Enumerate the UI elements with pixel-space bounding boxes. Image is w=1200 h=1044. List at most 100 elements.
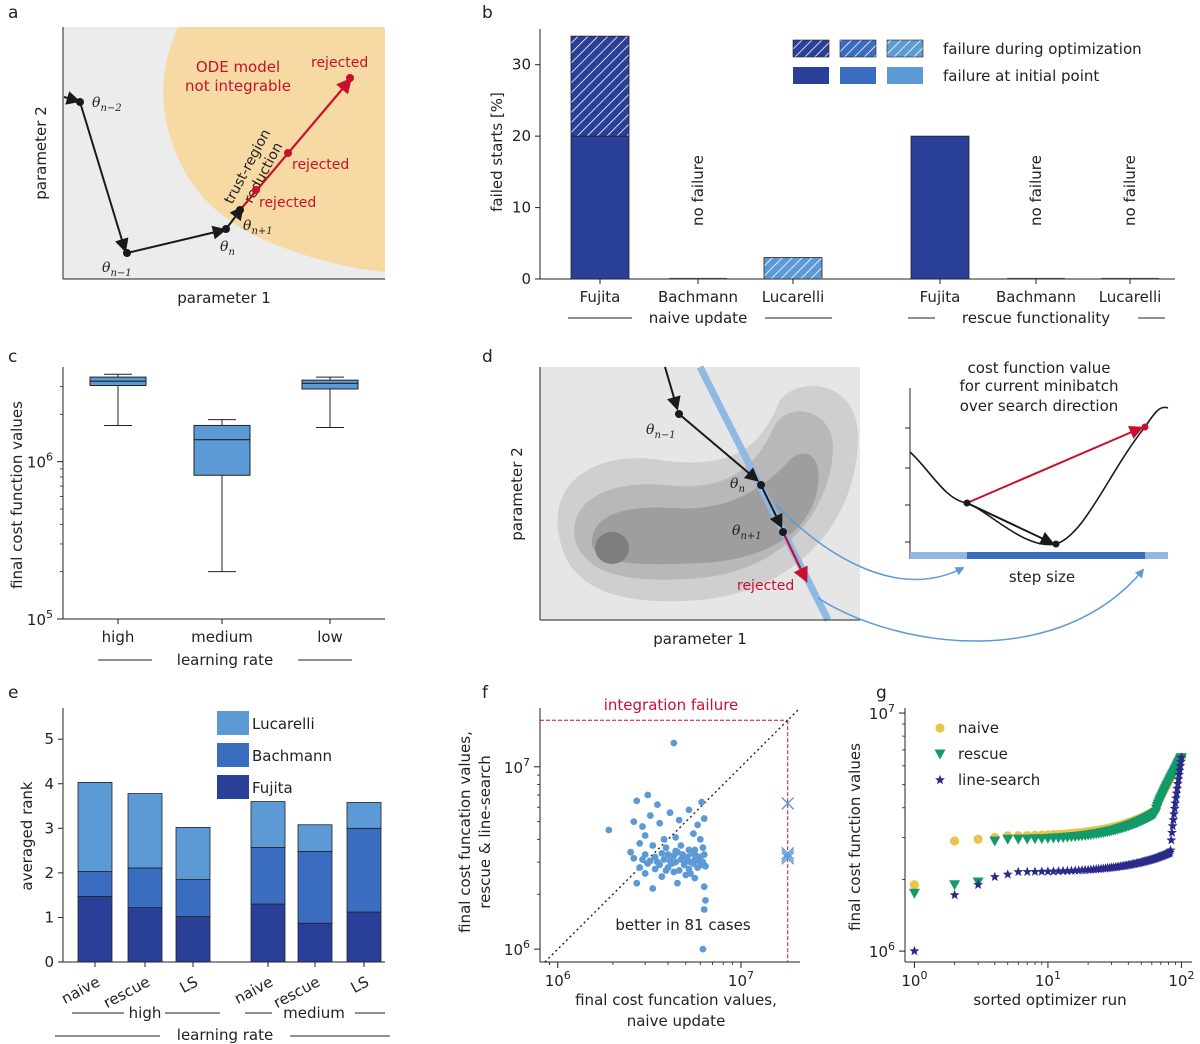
g-point-linesearch-89 (1169, 803, 1180, 813)
panel-g: g final cost function values sorted opti… (846, 683, 1194, 1009)
panel-e-bars (77, 782, 382, 963)
panel-d: d parameter 1 parameter 2 θn−1 θn θn+1 r… (482, 347, 1169, 648)
panel-letter-d: d (482, 347, 493, 367)
f-point-74 (687, 870, 694, 877)
f-point-6 (630, 818, 638, 826)
b-legend-swatch-opt-1 (839, 39, 877, 58)
panel-f-xlabel-line2: naive update (627, 1012, 726, 1030)
f-point-75 (662, 867, 670, 874)
g-point-rescue-7 (1021, 834, 1033, 845)
panel-b-axes: 0 10 20 30 (512, 29, 1175, 288)
step-arrow-0 (63, 91, 81, 105)
cost-landscape-contours (557, 385, 859, 602)
panel-c-ylabel: final cost function values (8, 401, 26, 589)
b-no-failure-5: no failure (1121, 155, 1139, 226)
f-point-67 (670, 868, 678, 876)
g-point-rescue-6 (1012, 834, 1024, 845)
g-point-naive-1 (909, 880, 920, 890)
panel-letter-a: a (8, 3, 18, 23)
f-point-0 (605, 826, 613, 834)
f-point-39 (630, 854, 638, 862)
g-point-linesearch-86 (1167, 820, 1178, 831)
g-point-linesearch-1 (909, 945, 920, 956)
e-legend-swatch-fujita (217, 775, 249, 799)
panel-f-ylabel-line1: final cost funcation values, (456, 731, 474, 933)
contour-level-3 (591, 453, 819, 565)
f-xtick-label-1: 107 (728, 969, 754, 990)
e-ytick-label-5: 5 (44, 730, 54, 748)
not-integrable-region (163, 27, 385, 272)
c-ytick-label-1: 106 (27, 451, 53, 472)
e-ytick-label-1: 1 (44, 908, 54, 926)
step-arrow-1 (79, 101, 129, 253)
g-point-linesearch-95 (1173, 774, 1184, 784)
g-legend-marker-naive (935, 723, 945, 733)
g-point-linesearch-2 (949, 889, 960, 900)
contour-minimum (595, 532, 629, 564)
b-ytick-label-0: 0 (521, 270, 531, 288)
inset-cost-curve (909, 406, 1169, 546)
f-point-43 (660, 856, 668, 863)
b-legend-swatch-opt-0 (792, 39, 830, 58)
d-step-arrow-0 (664, 366, 681, 411)
panel-f-points (605, 739, 795, 953)
c-ytick-label-0: 105 (27, 608, 53, 629)
c-xtick-label-0: high (102, 628, 135, 646)
f-point-16 (641, 832, 649, 839)
g-point-linesearch-97 (1174, 765, 1185, 775)
e-bar-fujita-4 (297, 922, 333, 963)
f-point-38 (700, 851, 708, 858)
e-legend-label-bachmann: Bachmann (252, 747, 332, 765)
e-bar-fujita-5 (346, 911, 382, 963)
f-point-12 (698, 798, 706, 806)
b-bar-initial-0 (570, 135, 630, 280)
g-point-linesearch-3 (973, 879, 984, 889)
b-bar-initial-3 (910, 135, 970, 280)
b-ytick-label-3: 30 (512, 56, 531, 74)
e-ytick-label-4: 4 (44, 775, 54, 793)
g-point-naive-3 (973, 834, 983, 844)
rejected-point-1 (252, 186, 260, 194)
b-legend-swatch-opt-2 (886, 39, 924, 58)
g-legend-label-rescue: rescue (958, 745, 1008, 763)
inset-accepted-point (1052, 540, 1060, 548)
f-ytick-label-0: 106 (504, 938, 530, 959)
g-point-linesearch-93 (1172, 783, 1183, 793)
f-point-9 (666, 809, 674, 817)
g-legend-label-naive: naive (958, 719, 999, 737)
panel-d-xlabel: parameter 1 (653, 630, 747, 648)
e-bar-bachmann-5 (346, 827, 382, 913)
panel-g-xlabel: sorted optimizer run (973, 991, 1126, 1009)
e-bar-lucarelli-3 (250, 801, 286, 848)
e-bar-bachmann-2 (175, 879, 211, 917)
rejected-label-2: rejected (292, 157, 349, 173)
b-legend-label-initial: failure at initial point (943, 67, 1099, 85)
g-ytick-label-1: 107 (869, 702, 895, 723)
g-point-linesearch-8 (1030, 866, 1040, 876)
b-xtick-label-1: Bachmann (658, 288, 738, 306)
e-bar-lucarelli-0 (77, 782, 113, 872)
f-point-59 (651, 865, 659, 873)
panel-c-x-tick-labels: high medium low (102, 628, 343, 646)
rejected-point-3 (346, 74, 354, 82)
f-point-25 (699, 844, 707, 852)
f-point-22 (662, 844, 670, 852)
f-point-78 (702, 897, 709, 904)
g-point-linesearch-11 (1048, 866, 1059, 876)
f-point-71 (649, 885, 657, 892)
g-point-linesearch-92 (1171, 788, 1182, 798)
f-point-73 (700, 883, 708, 891)
f-point-2 (633, 797, 641, 805)
f-point-64 (702, 862, 709, 870)
inset-rejected-point (1141, 423, 1149, 431)
step-arrow-2 (126, 225, 227, 254)
g-point-linesearch-7 (1022, 866, 1033, 876)
theta-n-label: θn (220, 239, 235, 258)
f-failure-point-1-stroke-b (781, 846, 795, 860)
panel-letter-b: b (482, 3, 493, 23)
e-xtick-label-2: LS (177, 973, 201, 997)
panel-b-legend: failure during optimization failure at in… (792, 39, 1142, 85)
f-point-63 (694, 864, 702, 871)
g-point-linesearch-6 (1013, 866, 1024, 877)
g-point-linesearch-13 (1058, 865, 1069, 876)
